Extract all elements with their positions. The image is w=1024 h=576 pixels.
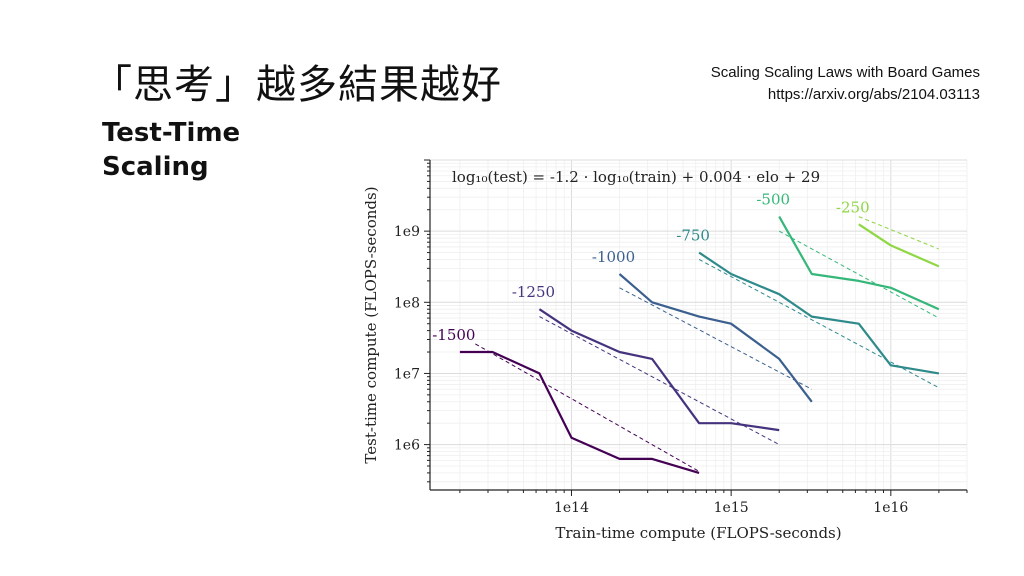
scaling-chart: 1e14 1e15 1e16 1e6 1e7 1e8 1e9 Train-time compu… bbox=[362, 159, 968, 542]
series-label--750: -750 bbox=[676, 227, 710, 245]
fit-line--1000 bbox=[619, 287, 813, 390]
x-axis-label: Train-time compute (FLOPS-seconds) bbox=[555, 524, 841, 542]
reference-url[interactable]: https://arxiv.org/abs/2104.03113 bbox=[767, 86, 980, 103]
x-tick-label: 1e14 bbox=[554, 500, 589, 516]
y-axis-label: Test-time compute (FLOPS-seconds) bbox=[362, 186, 380, 463]
slide-title: 「思考」越多結果越好 bbox=[92, 62, 502, 108]
series-line--750 bbox=[698, 251, 940, 375]
fit-equation: log₁₀(test) = -1.2 · log₁₀(train) + 0.00… bbox=[452, 168, 820, 186]
fit-line--1500 bbox=[475, 343, 700, 472]
y-tick-label: 1e6 bbox=[394, 438, 420, 454]
y-tick-label: 1e9 bbox=[394, 224, 420, 240]
series-line--1000 bbox=[618, 273, 813, 403]
x-tick-label: 1e16 bbox=[873, 500, 908, 516]
series-line--1500 bbox=[459, 350, 700, 474]
x-tick-label: 1e15 bbox=[714, 500, 749, 516]
fit-line--1250 bbox=[539, 316, 780, 446]
series-line--500 bbox=[778, 216, 940, 311]
reference: Scaling Scaling Laws with Board Games ht… bbox=[711, 62, 980, 106]
subtitle-line-1: Test-Time bbox=[102, 118, 241, 148]
y-tick-label: 1e8 bbox=[394, 295, 420, 311]
plot-background bbox=[430, 160, 967, 490]
series-label--1000: -1000 bbox=[592, 248, 635, 266]
fit-line--500 bbox=[778, 230, 940, 319]
y-tick-label: 1e7 bbox=[394, 366, 420, 382]
series-label--500: -500 bbox=[756, 191, 790, 209]
reference-title: Scaling Scaling Laws with Board Games bbox=[710, 64, 980, 81]
subtitle-line-2: Scaling bbox=[102, 152, 209, 182]
slide-subtitle: Test-Time Scaling bbox=[102, 116, 322, 184]
series-label--1500: -1500 bbox=[432, 326, 475, 344]
fit-line--250 bbox=[858, 216, 940, 250]
series-line--250 bbox=[858, 223, 940, 268]
series-label--250: -250 bbox=[836, 198, 870, 216]
series-line--1250 bbox=[538, 308, 780, 432]
series-label--1250: -1250 bbox=[512, 283, 555, 301]
